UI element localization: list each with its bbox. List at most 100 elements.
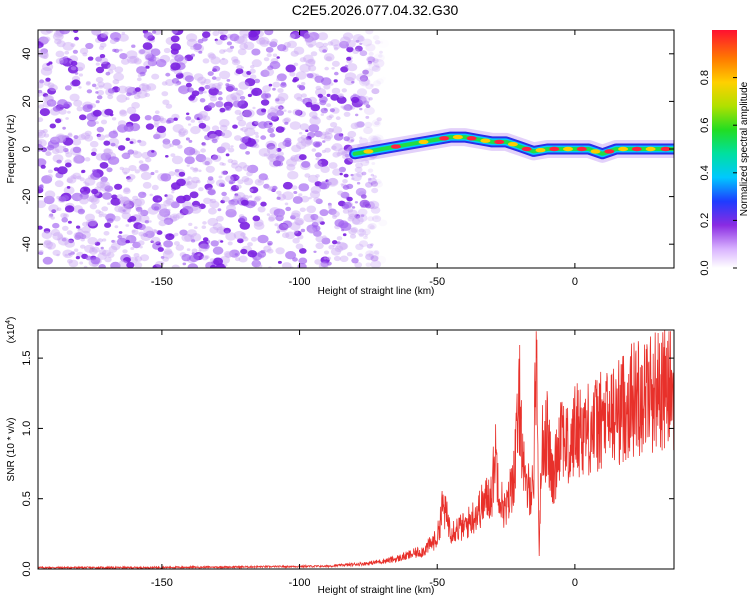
noise-speckle bbox=[67, 220, 72, 224]
noise-speckle bbox=[295, 219, 304, 226]
noise-speckle bbox=[295, 243, 304, 250]
noise-speckle bbox=[315, 157, 320, 161]
noise-speckle bbox=[198, 169, 202, 173]
noise-speckle bbox=[355, 45, 363, 52]
noise-speckle bbox=[209, 200, 220, 209]
noise-speckle bbox=[240, 199, 249, 206]
noise-speckle bbox=[95, 56, 102, 62]
noise-speckle bbox=[45, 151, 52, 157]
noise-speckle bbox=[331, 60, 340, 67]
noise-speckle bbox=[290, 154, 300, 162]
noise-speckle bbox=[314, 116, 319, 120]
noise-speckle bbox=[218, 175, 223, 179]
noise-speckle bbox=[38, 45, 42, 49]
noise-speckle bbox=[174, 169, 180, 173]
noise-speckle bbox=[112, 79, 120, 85]
noise-speckle bbox=[225, 175, 234, 183]
noise-speckle bbox=[79, 114, 87, 121]
noise-speckle bbox=[240, 232, 246, 237]
noise-speckle bbox=[223, 250, 233, 258]
noise-speckle bbox=[87, 220, 98, 229]
noise-speckle bbox=[223, 263, 228, 267]
noise-speckle bbox=[118, 206, 128, 214]
noise-speckle bbox=[321, 149, 326, 154]
noise-speckle bbox=[123, 171, 128, 175]
noise-speckle bbox=[64, 85, 72, 91]
noise-speckle bbox=[333, 79, 338, 83]
noise-speckle bbox=[215, 39, 223, 45]
noise-speckle bbox=[370, 243, 374, 246]
noise-speckle bbox=[165, 194, 174, 201]
noise-speckle bbox=[139, 49, 146, 54]
noise-speckle bbox=[49, 123, 56, 129]
noise-speckle bbox=[214, 129, 223, 137]
noise-speckle bbox=[370, 206, 381, 214]
noise-speckle bbox=[290, 215, 296, 220]
noise-speckle bbox=[300, 134, 308, 140]
noise-speckle bbox=[254, 120, 260, 125]
noise-speckle bbox=[305, 139, 313, 146]
noise-speckle bbox=[211, 138, 218, 144]
noise-speckle bbox=[98, 45, 105, 51]
noise-speckle bbox=[100, 179, 107, 185]
noise-speckle bbox=[354, 201, 358, 204]
noise-speckle bbox=[361, 171, 367, 176]
x-tick-label: -50 bbox=[429, 276, 445, 288]
noise-speckle bbox=[59, 57, 68, 64]
noise-speckle bbox=[194, 113, 203, 121]
noise-speckle bbox=[184, 75, 194, 83]
noise-speckle bbox=[265, 125, 270, 129]
signal-peak bbox=[507, 142, 518, 147]
noise-speckle bbox=[47, 82, 55, 89]
noise-speckle bbox=[97, 33, 108, 42]
noise-speckle bbox=[91, 30, 102, 36]
noise-speckle bbox=[74, 248, 79, 252]
noise-speckle bbox=[221, 196, 230, 203]
noise-speckle bbox=[116, 94, 128, 103]
noise-speckle bbox=[123, 257, 131, 263]
noise-speckle bbox=[203, 197, 212, 204]
noise-speckle bbox=[111, 239, 115, 243]
noise-speckle bbox=[293, 230, 299, 234]
noise-speckle bbox=[216, 215, 224, 222]
signal-peak bbox=[466, 136, 477, 141]
noise-speckle bbox=[359, 136, 363, 140]
noise-speckle bbox=[374, 121, 380, 126]
noise-speckle bbox=[91, 83, 97, 88]
noise-speckle bbox=[99, 54, 106, 59]
noise-speckle bbox=[333, 47, 339, 51]
noise-speckle bbox=[69, 93, 80, 102]
noise-speckle bbox=[339, 172, 343, 176]
noise-speckle bbox=[79, 177, 85, 182]
noise-speckle bbox=[121, 167, 130, 174]
noise-speckle bbox=[76, 175, 82, 180]
noise-speckle bbox=[186, 180, 198, 189]
noise-speckle bbox=[328, 206, 332, 210]
noise-speckle bbox=[95, 209, 101, 214]
noise-speckle bbox=[331, 67, 335, 70]
noise-speckle bbox=[159, 208, 171, 217]
noise-speckle bbox=[219, 49, 226, 54]
noise-speckle bbox=[244, 127, 256, 137]
noise-speckle bbox=[50, 228, 61, 237]
noise-speckle bbox=[318, 262, 329, 268]
noise-speckle bbox=[140, 171, 152, 181]
noise-speckle bbox=[225, 153, 230, 157]
noise-speckle bbox=[38, 104, 45, 109]
noise-speckle bbox=[121, 153, 128, 159]
noise-speckle bbox=[216, 226, 228, 235]
noise-speckle bbox=[265, 46, 274, 53]
noise-speckle bbox=[355, 113, 359, 117]
noise-speckle bbox=[192, 200, 200, 207]
noise-speckle bbox=[372, 175, 377, 179]
noise-speckle bbox=[63, 186, 75, 195]
signal-peak bbox=[645, 146, 656, 152]
noise-speckle bbox=[136, 89, 148, 99]
noise-speckle bbox=[236, 89, 244, 96]
noise-speckle bbox=[267, 127, 275, 134]
noise-speckle bbox=[330, 145, 337, 150]
noise-speckle bbox=[78, 86, 82, 89]
noise-speckle bbox=[276, 190, 282, 195]
noise-speckle bbox=[131, 44, 136, 48]
noise-speckle bbox=[246, 171, 253, 177]
